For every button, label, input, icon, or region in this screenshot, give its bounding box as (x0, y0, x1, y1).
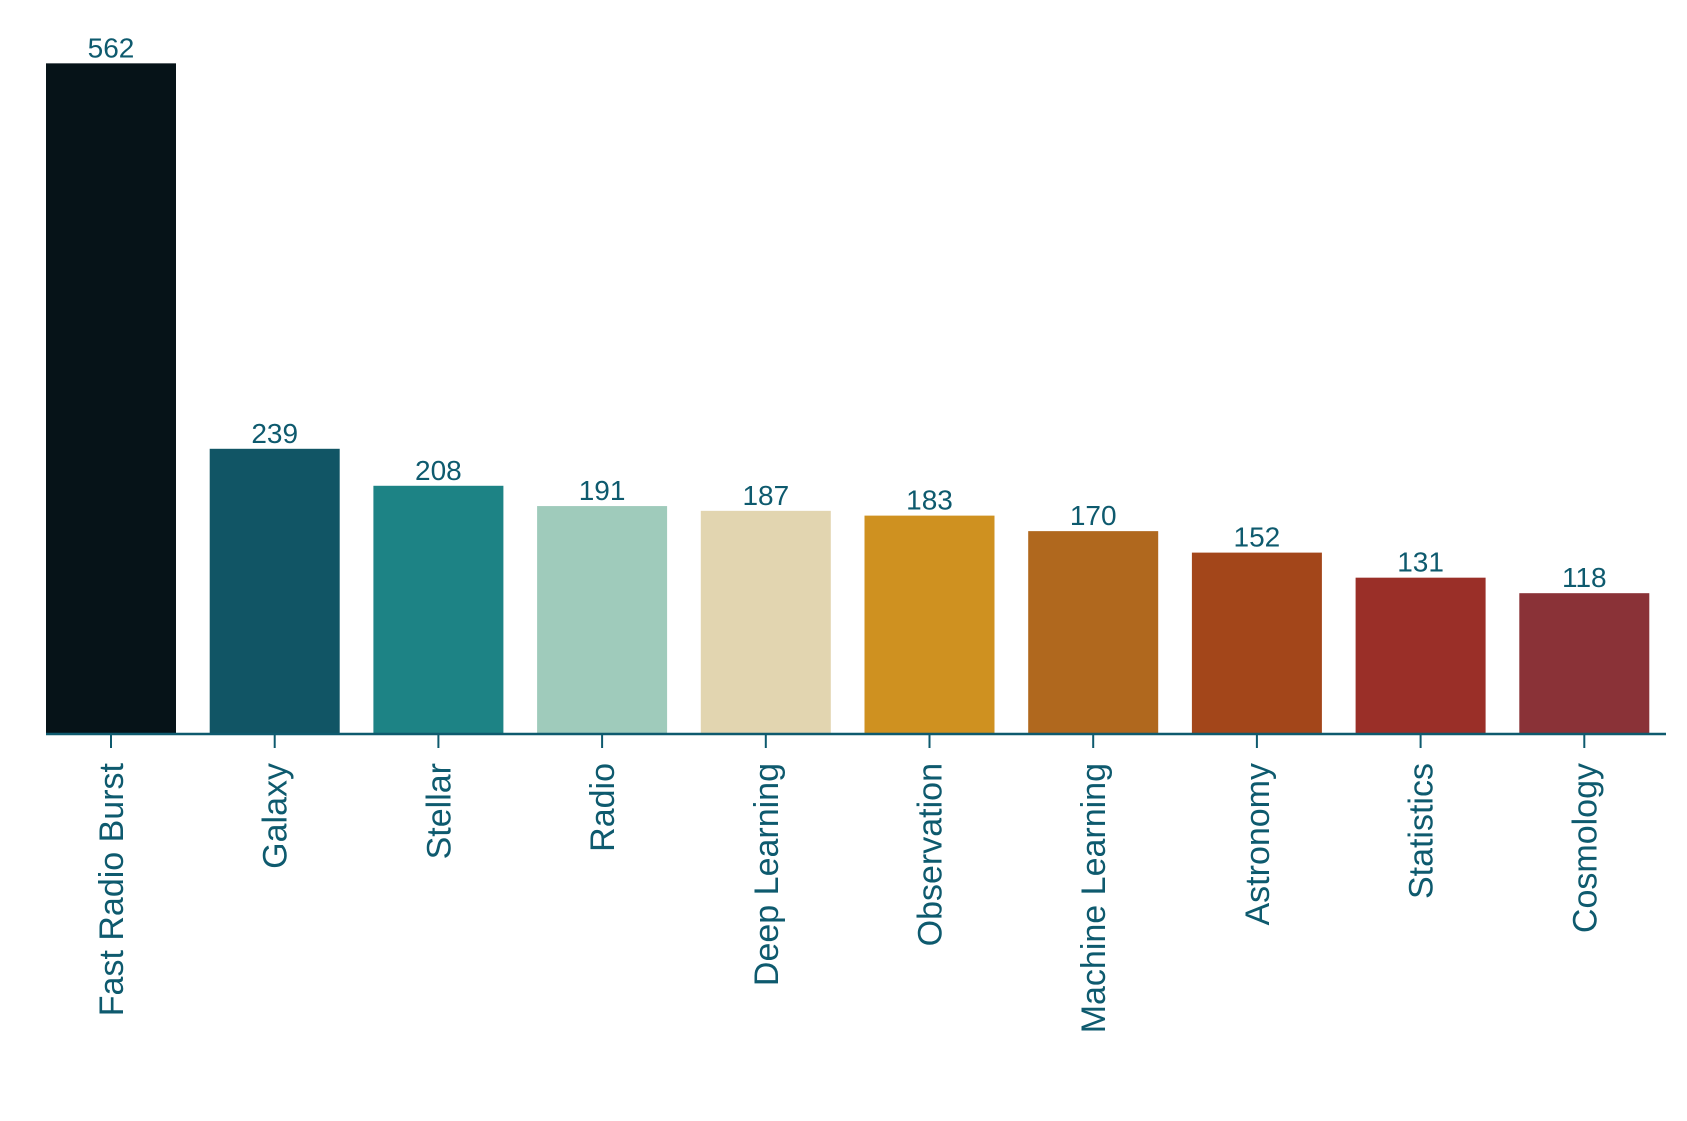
value-label: 170 (1070, 500, 1117, 531)
value-label: 191 (579, 475, 626, 506)
value-label: 152 (1234, 522, 1281, 553)
value-label: 118 (1562, 562, 1607, 593)
bar (373, 485, 504, 734)
value-label: 208 (415, 455, 462, 486)
value-label: 562 (88, 32, 135, 63)
bar (209, 448, 340, 734)
value-label: 187 (742, 480, 789, 511)
bar (1028, 531, 1159, 734)
x-tick-label: Cosmology (1566, 763, 1604, 933)
x-tick-label: Stellar (420, 763, 458, 859)
value-label: 131 (1397, 547, 1444, 578)
x-tick-label: Statistics (1403, 763, 1441, 899)
bar (46, 63, 176, 734)
value-label: 239 (251, 418, 298, 449)
bar (1355, 577, 1486, 734)
bar (1191, 552, 1322, 734)
bar (1519, 593, 1650, 734)
value-label: 183 (906, 485, 953, 516)
x-tick-label: Deep Learning (748, 763, 786, 986)
x-tick-label: Observation (912, 763, 950, 946)
bar (537, 506, 668, 734)
x-tick-label: Astronomy (1239, 763, 1277, 926)
x-tick-label: Machine Learning (1075, 763, 1113, 1033)
bar (864, 515, 995, 734)
x-tick-label: Radio (584, 763, 622, 852)
x-tick-label: Fast Radio Burst (93, 762, 131, 1016)
x-tick-label: Galaxy (257, 763, 295, 869)
bar (700, 510, 831, 734)
